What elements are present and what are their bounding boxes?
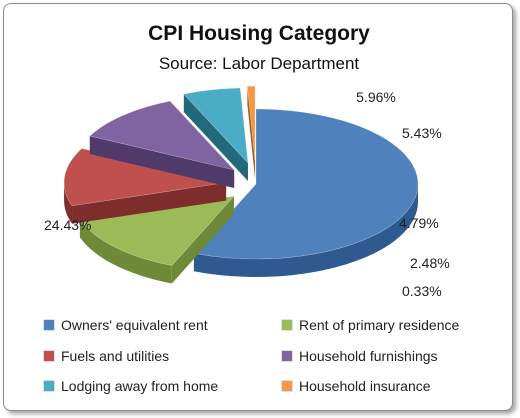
pie-chart: 24.43% 5.96% 5.43% 4.79% 2.48% 0.33% (44, 85, 450, 299)
legend-item: Lodging away from home (44, 376, 218, 396)
pie-slice (193, 108, 419, 277)
legend-item: Household furnishings (282, 346, 438, 366)
legend-swatch (44, 381, 54, 391)
data-label: 5.96% (356, 89, 396, 105)
legend-label: Household furnishings (299, 348, 438, 364)
data-label: 24.43% (44, 217, 91, 233)
legend-item: Fuels and utilities (44, 346, 169, 366)
legend-label: Rent of primary residence (299, 317, 460, 333)
data-label: 2.48% (410, 255, 450, 271)
chart-subtitle: Source: Labor Department (158, 54, 360, 73)
legend-label: Fuels and utilities (61, 348, 170, 364)
legend-swatch (282, 351, 292, 361)
pie-slice (89, 100, 236, 188)
data-label: 5.43% (402, 125, 442, 141)
chart-frame: CPI Housing Category Source: Labor Depar… (3, 3, 513, 411)
pie-slice (63, 148, 227, 224)
legend-swatch (44, 351, 54, 361)
legend-item: Household insurance (282, 376, 431, 396)
legend-swatch (282, 320, 292, 330)
legend-item: Rent of primary residence (282, 315, 459, 335)
data-label: 4.79% (399, 215, 439, 231)
legend-swatch (282, 381, 292, 391)
legend-swatch (44, 320, 54, 330)
legend-label: Owners' equivalent rent (61, 317, 208, 333)
pie-slice (247, 85, 256, 180)
legend-label: Lodging away from home (61, 378, 219, 394)
legend-label: Household insurance (299, 378, 431, 394)
data-label: 0.33% (402, 283, 442, 299)
chart-title: CPI Housing Category (148, 22, 370, 45)
pie-slice (79, 195, 235, 284)
pie-slice (183, 87, 249, 181)
legend-item: Owners' equivalent rent (44, 315, 208, 335)
